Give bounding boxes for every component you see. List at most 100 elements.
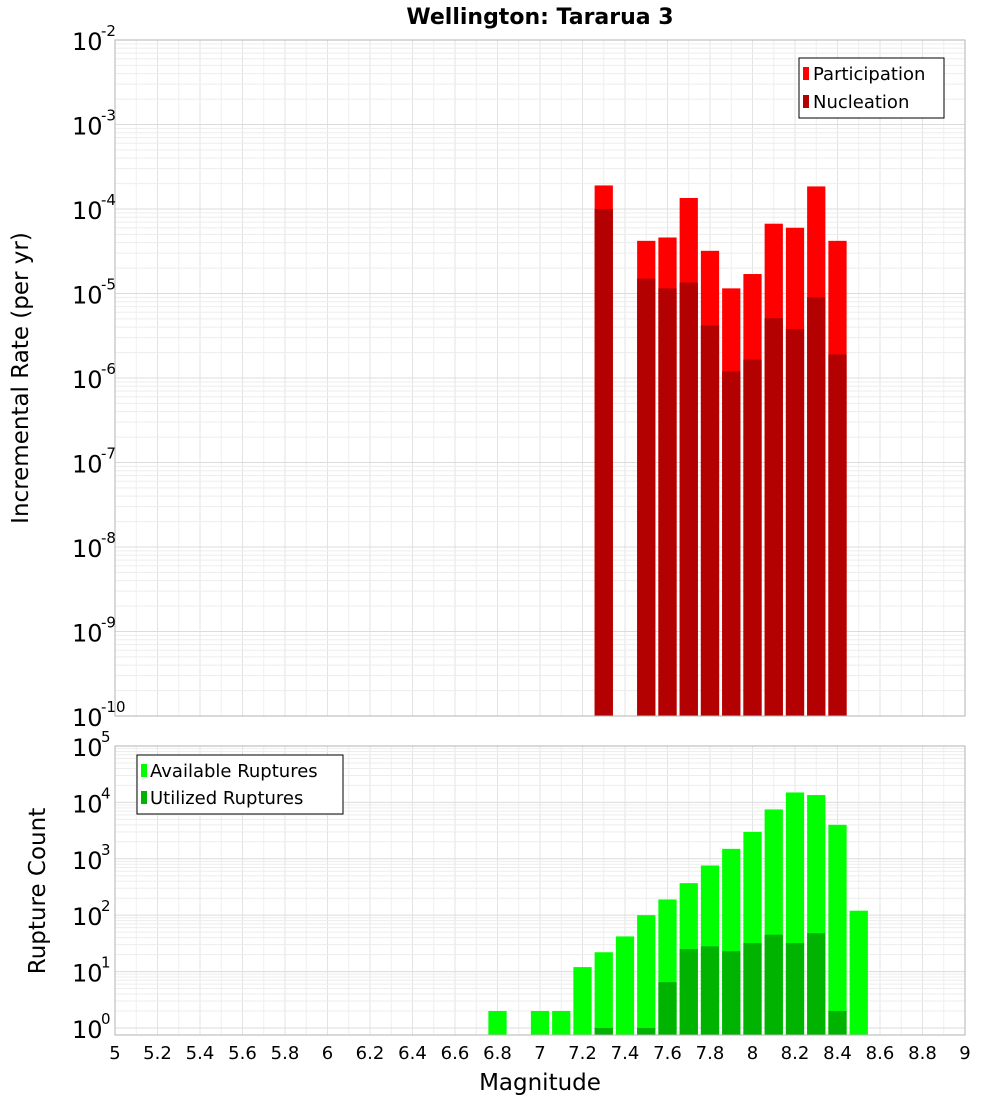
- available-bar: [615, 936, 635, 1035]
- x-tick-label: 6.4: [398, 1043, 427, 1064]
- y-tick-exponent: -7: [101, 445, 116, 463]
- rate-y-axis-label: Incremental Rate (per yr): [8, 232, 34, 524]
- nucleation-bar: [828, 354, 847, 716]
- utilized-bar: [658, 982, 677, 1035]
- y-tick-exponent: -9: [101, 614, 116, 632]
- x-tick-label: 7.2: [568, 1043, 597, 1064]
- nucleation-bar: [637, 278, 656, 716]
- nucleation-bar: [722, 371, 741, 716]
- utilized-bars: [594, 933, 847, 1035]
- nucleation-bar: [594, 209, 613, 716]
- y-tick-exponent: 1: [101, 954, 111, 972]
- available-legend-swatch: [141, 764, 147, 777]
- available-bar: [573, 967, 592, 1035]
- nucleation-legend-label: Nucleation: [813, 92, 909, 113]
- available-bar: [637, 915, 656, 1035]
- available-bar: [828, 824, 847, 1035]
- utilized-bar: [785, 943, 805, 1035]
- x-tick-label: 8.6: [866, 1043, 895, 1064]
- utilized-bar: [722, 951, 741, 1035]
- x-tick-label: 8.2: [781, 1043, 810, 1064]
- y-tick-label: 10: [72, 1016, 103, 1044]
- available-bar: [849, 910, 868, 1035]
- y-tick-exponent: -4: [101, 191, 116, 209]
- y-tick-label: 10: [72, 451, 103, 479]
- y-tick-label: 10: [72, 847, 103, 875]
- y-tick-exponent: -3: [101, 107, 116, 125]
- y-tick-exponent: 0: [101, 1010, 111, 1028]
- x-tick-label: 6.6: [441, 1043, 470, 1064]
- x-tick-label: 5.2: [143, 1043, 172, 1064]
- x-tick-label: 5.4: [186, 1043, 215, 1064]
- x-axis-label: Magnitude: [479, 1070, 601, 1096]
- utilized-legend-swatch: [141, 791, 147, 804]
- x-tick-label: 9: [959, 1043, 970, 1064]
- x-tick-label: 7.6: [653, 1043, 682, 1064]
- utilized-legend-label: Utilized Ruptures: [150, 788, 303, 809]
- x-tick-label: 6.8: [483, 1043, 512, 1064]
- y-tick-exponent: 4: [101, 784, 111, 802]
- x-tick-label: 8.8: [908, 1043, 937, 1064]
- participation-legend-label: Participation: [813, 64, 925, 85]
- y-tick-label: 10: [72, 704, 103, 732]
- y-tick-exponent: -6: [101, 360, 116, 378]
- rate-plot-border: [114, 39, 966, 717]
- rate-legend-box: [798, 57, 945, 119]
- nucleation-bar: [807, 297, 826, 716]
- available-bar: [488, 1010, 507, 1035]
- available-bar: [530, 1010, 550, 1035]
- y-tick-label: 10: [72, 903, 103, 931]
- available-legend-label: Available Ruptures: [150, 761, 318, 782]
- x-tick-label: 8.4: [823, 1043, 852, 1064]
- rate-legend: Participation Nucleation: [798, 57, 945, 119]
- x-tick-label: 7.8: [696, 1043, 725, 1064]
- y-tick-label: 10: [72, 113, 103, 141]
- utilized-bar: [807, 933, 826, 1035]
- y-tick-label: 10: [72, 282, 103, 310]
- count-y-axis-label: Rupture Count: [25, 808, 51, 974]
- utilized-bar: [700, 946, 720, 1035]
- x-tick-label: 8: [747, 1043, 758, 1064]
- x-tick-label: 7: [534, 1043, 545, 1064]
- utilized-bar: [828, 1010, 847, 1035]
- utilized-bar: [594, 1027, 613, 1035]
- y-tick-exponent: 2: [101, 897, 111, 915]
- nucleation-legend-swatch: [803, 95, 809, 108]
- nucleation-bar: [679, 282, 698, 716]
- utilized-bar: [764, 934, 783, 1035]
- y-tick-label: 10: [72, 366, 103, 394]
- nucleation-bars: [594, 209, 847, 716]
- y-tick-label: 10: [72, 535, 103, 563]
- nucleation-bar: [764, 318, 783, 716]
- y-tick-label: 10: [72, 28, 103, 56]
- chart-title: Wellington: Tararua 3: [406, 5, 673, 30]
- x-tick-label: 5: [109, 1043, 120, 1064]
- y-tick-exponent: -5: [101, 276, 116, 294]
- utilized-bar: [637, 1027, 656, 1035]
- nucleation-bar: [743, 359, 762, 716]
- nucleation-bar: [658, 288, 677, 716]
- utilized-bar: [743, 943, 762, 1035]
- y-tick-label: 10: [72, 960, 103, 988]
- y-tick-exponent: 5: [101, 728, 111, 746]
- x-ticks: 5 5.2 5.4 5.6 5.8 6 6.2 6.4 6.6 6.8 7 7.2 7.4 7.6 7.8 8…: [109, 1043, 970, 1064]
- x-tick-label: 6.2: [356, 1043, 385, 1064]
- y-tick-exponent: -2: [101, 22, 116, 40]
- count-plot-border: [114, 745, 966, 1036]
- x-tick-label: 6: [322, 1043, 333, 1064]
- x-tick-label: 5.8: [271, 1043, 300, 1064]
- available-bar: [594, 952, 613, 1035]
- y-tick-label: 10: [72, 790, 103, 818]
- x-tick-label: 5.6: [228, 1043, 257, 1064]
- participation-legend-swatch: [803, 67, 809, 80]
- utilized-bar: [679, 949, 698, 1035]
- y-tick-exponent: -10: [101, 698, 126, 716]
- y-tick-exponent: 3: [101, 841, 111, 859]
- y-tick-label: 10: [72, 197, 103, 225]
- y-tick-exponent: -8: [101, 529, 116, 547]
